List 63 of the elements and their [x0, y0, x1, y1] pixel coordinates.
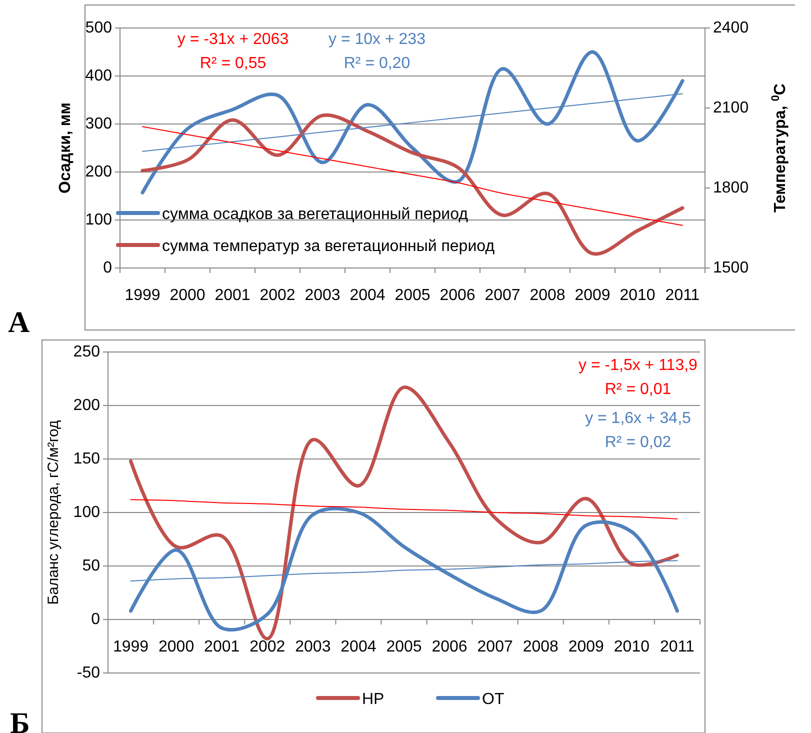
x-tick-label: 2004: [340, 638, 376, 656]
y2-tick-label: 1500: [713, 260, 749, 276]
y-tick-label: 250: [73, 344, 100, 360]
x-tick-label: 1999: [124, 287, 160, 304]
y-tick-label: 200: [73, 397, 100, 414]
x-tick-label: 2008: [522, 638, 559, 656]
text: А: [8, 306, 30, 339]
x-tick-label: 2009: [568, 638, 604, 656]
line-series: [142, 126, 683, 226]
annotation: R² = 0,20: [344, 55, 410, 72]
x-tick-label: 2005: [386, 638, 422, 656]
y-tick-label: 50: [82, 558, 100, 574]
x-tick-label: 2004: [350, 287, 386, 304]
x-tick-label: 2010: [620, 287, 656, 304]
x-tick-label: 1999: [112, 638, 149, 656]
y2-tick-label: 1800: [713, 180, 749, 196]
y-tick-label: 300: [85, 116, 112, 132]
y-tick-label: 0: [103, 260, 112, 276]
x-tick-label: 2010: [614, 638, 650, 656]
line-series: [130, 499, 678, 520]
x-tick-label: 2003: [295, 638, 331, 656]
y-tick-label: 100: [73, 504, 100, 521]
legend-label: сумма осадков за вегетационный период: [162, 206, 469, 223]
y-axis-title: Баланс углерода, гС/м²год: [45, 420, 62, 605]
annotation: R² = 0,01: [604, 381, 672, 398]
x-tick-label: 2000: [158, 638, 194, 656]
x-tick-label: 2006: [440, 287, 476, 304]
y-axis-title: Осадки, мм: [57, 102, 74, 194]
y2-tick-label: 2100: [713, 100, 749, 116]
x-tick-label: 2000: [170, 287, 206, 304]
y-tick-label: 0: [91, 611, 100, 628]
y-tick-label: 200: [85, 164, 112, 180]
x-tick-label: 2011: [660, 638, 695, 656]
y-tick-label: 400: [85, 68, 112, 84]
y-tick-label: 100: [85, 212, 112, 228]
annotation: R² = 0,02: [604, 434, 672, 451]
annotation: R² = 0,55: [200, 55, 266, 72]
text: Б: [10, 707, 30, 733]
x-tick-label: 2002: [250, 638, 286, 656]
legend-label: НР: [362, 691, 384, 708]
x-tick-label: 2003: [304, 287, 340, 304]
y2-tick-label: 2400: [713, 20, 749, 36]
x-tick-label: 2002: [260, 287, 296, 304]
y-tick-label: 500: [85, 20, 112, 36]
legend-label: сумма температур за вегетационный период: [162, 238, 496, 255]
line-series: [140, 113, 684, 256]
x-tick-label: 2005: [394, 287, 430, 304]
annotation: y = 1,6x + 34,5: [585, 410, 692, 427]
x-tick-label: 2001: [204, 638, 240, 656]
x-tick-label: 2007: [477, 638, 513, 656]
annotation: y = 10x + 233: [328, 31, 426, 48]
x-tick-label: 2007: [484, 287, 520, 304]
line-series: [140, 50, 684, 194]
annotation: y = -1,5x + 113,9: [578, 357, 698, 374]
x-tick-label: 2006: [432, 638, 468, 656]
x-tick-label: 2008: [530, 287, 566, 304]
annotation: y = -31x + 2063: [177, 31, 289, 48]
x-tick-label: 2009: [574, 287, 610, 304]
y-tick-label: -50: [76, 664, 100, 682]
y-tick-label: 150: [73, 450, 100, 468]
x-tick-label: 2011: [665, 287, 700, 304]
x-tick-label: 2001: [214, 287, 250, 304]
legend-label: ОТ: [482, 691, 504, 708]
